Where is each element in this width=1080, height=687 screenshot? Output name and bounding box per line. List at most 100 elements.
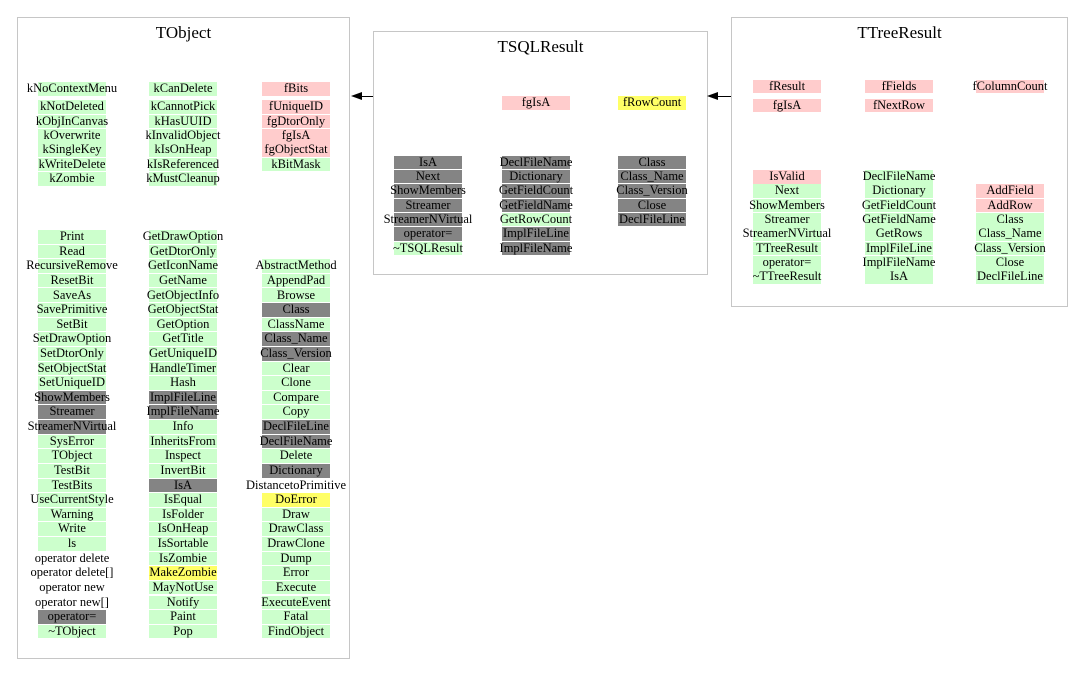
member-cell[interactable]: kSingleKey <box>38 143 106 157</box>
member-cell[interactable]: ResetBit <box>38 273 106 288</box>
member-cell[interactable]: kCannotPick <box>149 99 217 114</box>
member-cell[interactable]: fgIsA <box>753 98 821 113</box>
member-cell[interactable]: IsFolder <box>149 507 217 522</box>
member-cell[interactable]: Read <box>38 244 106 259</box>
member-cell[interactable]: Draw <box>262 507 330 522</box>
member-cell[interactable]: ~TTreeResult <box>752 269 822 285</box>
member-cell[interactable]: ImplFileLine <box>865 240 933 256</box>
member-cell[interactable]: operator delete[] <box>30 565 114 580</box>
member-cell[interactable]: IsValid <box>753 169 821 184</box>
member-cell[interactable]: Dictionary <box>262 463 330 478</box>
member-cell[interactable]: MayNotUse <box>149 580 217 595</box>
member-cell[interactable]: ClassName <box>262 317 330 332</box>
member-cell[interactable]: fRowCount <box>618 95 686 110</box>
member-cell[interactable]: TestBits <box>38 478 106 493</box>
member-cell[interactable]: GetOption <box>149 317 217 332</box>
member-cell[interactable]: InvertBit <box>149 463 217 478</box>
member-cell[interactable]: Fatal <box>262 610 330 624</box>
member-cell[interactable]: DeclFileName <box>259 433 333 449</box>
class-title-tobject[interactable]: TObject <box>155 23 212 42</box>
member-cell[interactable]: ExecuteEvent <box>261 594 331 610</box>
member-cell[interactable]: operator new <box>39 579 105 594</box>
member-cell[interactable]: Dictionary <box>865 184 933 198</box>
class-title-ttreeresult[interactable]: TTreeResult <box>857 23 942 42</box>
member-cell[interactable]: AbstractMethod <box>255 258 337 273</box>
member-cell[interactable]: AppendPad <box>262 273 330 288</box>
member-cell[interactable]: kCanDelete <box>149 81 217 96</box>
member-cell[interactable]: GetFieldName <box>862 212 936 227</box>
member-cell[interactable]: Delete <box>262 449 330 463</box>
member-cell[interactable]: ImplFileName <box>499 240 573 256</box>
member-cell[interactable]: Pop <box>149 624 217 639</box>
member-cell[interactable]: ls <box>38 537 106 551</box>
member-cell[interactable]: GetRows <box>865 227 933 241</box>
member-cell[interactable]: ImplFileLine <box>149 389 217 405</box>
member-cell[interactable]: GetFieldCount <box>861 197 937 213</box>
member-cell[interactable]: SetObjectStat <box>37 360 107 376</box>
member-cell[interactable]: kObjInCanvas <box>35 113 109 129</box>
member-cell[interactable]: AddField <box>976 184 1044 198</box>
member-cell[interactable]: ImplFileName <box>862 255 936 270</box>
member-cell[interactable]: GetDrawOption <box>142 229 224 244</box>
member-cell[interactable]: Browse <box>262 288 330 303</box>
member-cell[interactable]: kNoContextMenu <box>26 81 118 96</box>
member-cell[interactable]: fgIsA <box>262 129 330 143</box>
member-cell[interactable]: Execute <box>262 580 330 595</box>
member-cell[interactable]: MakeZombie <box>149 565 217 580</box>
member-cell[interactable]: SaveAs <box>38 288 106 303</box>
member-cell[interactable]: Hash <box>149 376 217 390</box>
member-cell[interactable]: RecursiveRemove <box>26 258 118 273</box>
member-cell[interactable]: DeclFileLine <box>976 269 1044 285</box>
member-cell[interactable]: DoError <box>262 493 330 507</box>
member-cell[interactable]: operator= <box>753 256 821 270</box>
member-cell[interactable]: Class_Name <box>618 169 686 184</box>
member-cell[interactable]: kZombie <box>38 172 106 186</box>
member-cell[interactable]: Class_Name <box>976 227 1044 241</box>
member-cell[interactable]: Dictionary <box>502 169 570 184</box>
member-cell[interactable]: fgIsA <box>502 95 570 110</box>
member-cell[interactable]: InheritsFrom <box>149 433 217 449</box>
member-cell[interactable]: Info <box>149 420 217 434</box>
member-cell[interactable]: operator delete <box>34 550 110 565</box>
member-cell[interactable]: IsOnHeap <box>149 522 217 536</box>
member-cell[interactable]: Next <box>753 184 821 198</box>
member-cell[interactable]: kIsOnHeap <box>149 143 217 157</box>
member-cell[interactable]: TObject <box>38 449 106 463</box>
member-cell[interactable]: Paint <box>149 610 217 624</box>
member-cell[interactable]: kOverwrite <box>38 129 106 143</box>
member-cell[interactable]: kIsReferenced <box>146 156 220 172</box>
member-cell[interactable]: GetName <box>149 273 217 288</box>
member-cell[interactable]: kHasUUID <box>149 114 217 129</box>
member-cell[interactable]: DrawClass <box>262 522 330 536</box>
member-cell[interactable]: fgObjectStat <box>262 143 330 157</box>
member-cell[interactable]: DeclFileLine <box>262 419 330 434</box>
member-cell[interactable]: SetDtorOnly <box>38 346 106 361</box>
member-cell[interactable]: Class <box>618 155 686 170</box>
member-cell[interactable]: kNotDeleted <box>38 100 106 114</box>
member-cell[interactable]: Copy <box>262 405 330 420</box>
member-cell[interactable]: Class <box>262 303 330 317</box>
member-cell[interactable]: DeclFileName <box>862 169 936 184</box>
member-cell[interactable]: IsEqual <box>149 493 217 507</box>
member-cell[interactable]: IsA <box>394 155 462 170</box>
member-cell[interactable]: GetObjectInfo <box>146 287 220 303</box>
member-cell[interactable]: fResult <box>753 79 821 94</box>
member-cell[interactable]: GetRowCount <box>499 211 573 227</box>
member-cell[interactable]: operator new[] <box>35 594 109 609</box>
member-cell[interactable]: DistancetoPrimitive <box>246 477 346 492</box>
member-cell[interactable]: GetIconName <box>147 258 219 273</box>
member-cell[interactable]: IsA <box>149 478 217 493</box>
member-cell[interactable]: Next <box>394 169 462 184</box>
member-cell[interactable]: SavePrimitive <box>36 302 108 317</box>
member-cell[interactable]: Clone <box>262 376 330 390</box>
member-cell[interactable]: fNextRow <box>865 98 933 113</box>
member-cell[interactable]: operator= <box>394 227 462 241</box>
member-cell[interactable]: IsZombie <box>149 551 217 566</box>
member-cell[interactable]: GetUniqueID <box>148 346 218 361</box>
member-cell[interactable]: GetFieldName <box>499 197 573 213</box>
member-cell[interactable]: SysError <box>38 434 106 449</box>
member-cell[interactable]: SetDrawOption <box>32 331 112 346</box>
member-cell[interactable]: DrawClone <box>262 537 330 551</box>
class-title-tsqlresult[interactable]: TSQLResult <box>497 37 584 56</box>
member-cell[interactable]: fgDtorOnly <box>262 114 330 129</box>
